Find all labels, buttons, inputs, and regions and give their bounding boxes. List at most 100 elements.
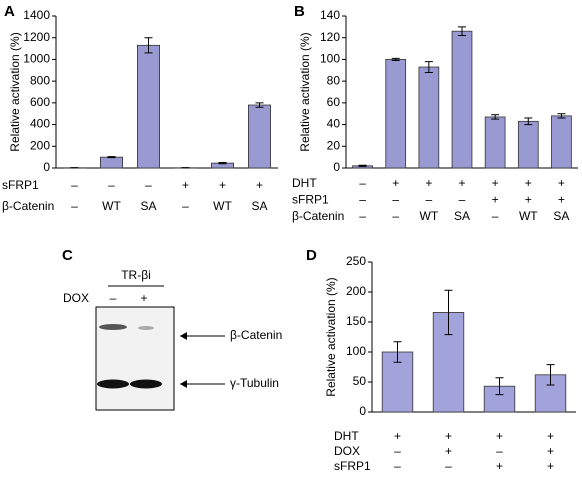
y-tick-label: 50 [353, 374, 367, 388]
condition-value: + [525, 176, 532, 190]
condition-value: – [145, 178, 152, 192]
condition-value: + [547, 444, 554, 458]
y-tick-label: 400 [30, 117, 50, 131]
condition-value: WT [102, 199, 121, 213]
bar [452, 31, 472, 168]
y-tick-label: 40 [327, 117, 341, 131]
y-tick-label: 150 [346, 314, 366, 328]
panel-label: B [294, 3, 305, 20]
condition-value: + [256, 178, 263, 192]
y-axis-label: Relative activation (%) [298, 32, 312, 151]
y-tick-label: 250 [346, 254, 366, 268]
condition-value: + [492, 176, 499, 190]
condition-value: – [71, 199, 78, 213]
condition-value: WT [519, 209, 538, 223]
condition-value: + [547, 459, 554, 473]
condition-value: + [394, 429, 401, 443]
condition-name: β-Catenin [2, 199, 54, 213]
condition-name: DOX [63, 291, 89, 305]
condition-value: – [359, 209, 366, 223]
condition-value: + [547, 429, 554, 443]
condition-value: SA [553, 209, 569, 223]
blot-membrane [96, 307, 174, 410]
condition-value: – [392, 209, 399, 223]
panel-label: D [306, 247, 317, 264]
condition-value: – [394, 459, 401, 473]
condition: + [140, 291, 147, 305]
y-tick-label: 120 [320, 30, 340, 44]
condition-value: + [445, 429, 452, 443]
condition-value: – [426, 193, 433, 207]
y-tick-label: 200 [346, 284, 366, 298]
condition-value: – [182, 199, 189, 213]
bar [100, 157, 122, 168]
condition-value: – [459, 193, 466, 207]
condition-value: + [492, 193, 499, 207]
bar [248, 105, 270, 168]
group-label: TR-βi [121, 268, 151, 282]
y-tick-label: 140 [320, 8, 340, 22]
band [130, 380, 162, 389]
bar [518, 121, 538, 168]
y-axis-label: Relative activation (%) [8, 32, 22, 151]
condition-value: SA [251, 199, 267, 213]
arrowhead [180, 380, 187, 388]
condition-value: + [219, 178, 226, 192]
condition-name: sFRP1 [292, 193, 329, 207]
y-tick-label: 800 [30, 73, 50, 87]
band-label: γ-Tubulin [230, 376, 279, 390]
condition-name: sFRP1 [2, 178, 39, 192]
bar [386, 59, 406, 168]
condition-value: – [394, 444, 401, 458]
y-tick-label: 100 [346, 344, 366, 358]
condition-value: + [458, 176, 465, 190]
y-tick-label: 0 [359, 404, 366, 418]
panel-label: A [4, 3, 15, 20]
blot-panel: C TR-βi DOX – + β-Catenin γ-Tubulin [62, 247, 282, 410]
bar [551, 116, 571, 168]
y-tick-label: 600 [30, 95, 50, 109]
condition-value: – [492, 209, 499, 223]
condition-value: – [108, 178, 115, 192]
condition-value: – [392, 193, 399, 207]
y-tick-label: 1000 [23, 52, 50, 66]
condition-name: sFRP1 [334, 459, 371, 473]
y-tick-label: 200 [30, 138, 50, 152]
condition-value: + [558, 193, 565, 207]
condition-value: WT [213, 199, 232, 213]
condition-value: – [71, 178, 78, 192]
y-tick-label: 80 [327, 73, 341, 87]
y-tick-label: 1200 [23, 30, 50, 44]
condition-value: – [445, 459, 452, 473]
bar [137, 45, 159, 168]
band [138, 326, 154, 330]
condition-value: – [359, 193, 366, 207]
panel-label: C [62, 247, 73, 264]
condition-value: + [496, 459, 503, 473]
condition-value: + [558, 176, 565, 190]
condition-value: – [496, 444, 503, 458]
y-axis-label: Relative activation (%) [324, 277, 338, 396]
y-tick-label: 60 [327, 95, 341, 109]
band-label: β-Catenin [230, 328, 282, 342]
condition-value: + [445, 444, 452, 458]
bar [485, 117, 505, 168]
y-tick-label: 1400 [23, 8, 50, 22]
condition-value: + [182, 178, 189, 192]
y-tick-label: 100 [320, 52, 340, 66]
condition-value: SA [140, 199, 156, 213]
condition: – [110, 291, 117, 305]
condition-value: + [392, 176, 399, 190]
condition-name: DHT [334, 429, 359, 443]
y-tick-label: 0 [333, 160, 340, 174]
condition-value: WT [420, 209, 439, 223]
condition-name: DHT [292, 176, 317, 190]
condition-name: β-Catenin [292, 209, 344, 223]
condition-value: – [359, 176, 366, 190]
condition-name: DOX [334, 444, 360, 458]
condition-value: + [425, 176, 432, 190]
condition-value: + [525, 193, 532, 207]
arrowhead [180, 332, 187, 340]
y-tick-label: 0 [43, 160, 50, 174]
